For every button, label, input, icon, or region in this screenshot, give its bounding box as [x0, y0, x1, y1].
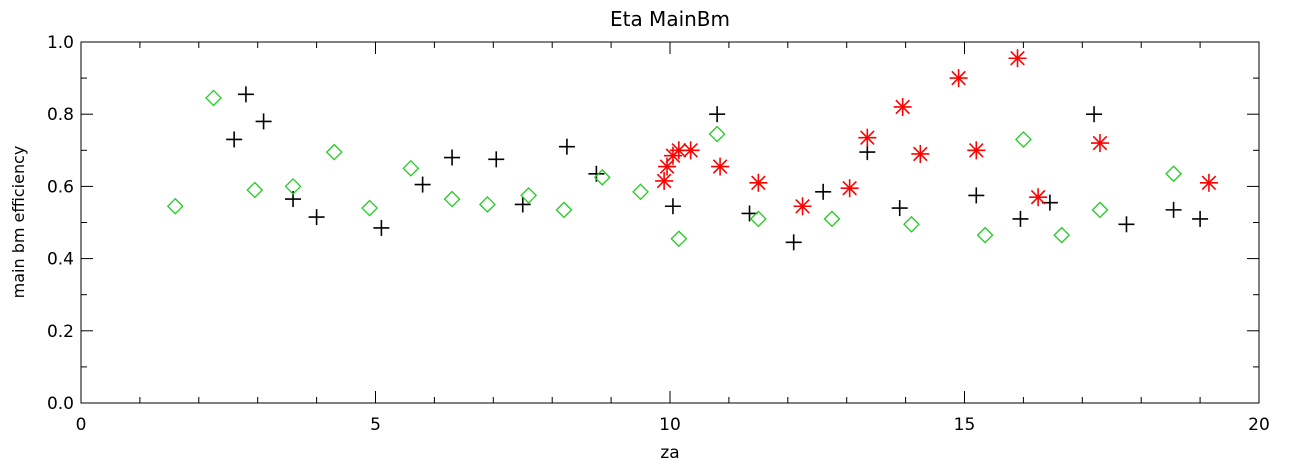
asterisk-marker — [858, 128, 877, 147]
asterisk-marker — [1090, 134, 1109, 153]
plus-marker — [373, 219, 390, 236]
plus-marker — [664, 198, 681, 215]
diamond-marker — [402, 159, 420, 177]
asterisk-marker — [655, 171, 674, 190]
plus-marker — [741, 205, 758, 222]
diamond-marker — [284, 177, 302, 195]
plus-marker — [785, 234, 802, 251]
plus-marker — [968, 187, 985, 204]
diamond-marker — [166, 197, 184, 215]
axis-ticks — [80, 41, 1260, 404]
y-tick-label: 0.2 — [47, 322, 74, 342]
plus-marker — [414, 176, 431, 193]
plus-marker — [1165, 201, 1182, 218]
asterisk-marker — [681, 141, 700, 160]
y-tick-label: 0.8 — [47, 105, 74, 125]
asterisk-marker — [911, 144, 930, 163]
diamond-marker — [749, 210, 767, 228]
plus-marker — [859, 144, 876, 161]
y-tick-label: 1.0 — [47, 33, 74, 53]
asterisk-marker — [711, 157, 730, 176]
diamond-marker — [478, 196, 496, 213]
plus-marker — [1192, 210, 1209, 227]
plus-marker — [226, 131, 243, 148]
diamond-marker — [205, 89, 222, 107]
diamond-marker — [443, 190, 461, 208]
diamond-marker — [632, 183, 649, 201]
asterisk-marker — [1008, 49, 1027, 68]
asterisk-marker — [793, 197, 812, 216]
plus-marker — [1012, 210, 1029, 227]
plus-marker — [237, 86, 254, 103]
diamond-marker — [246, 181, 264, 199]
diamond-marker — [903, 215, 920, 233]
plus-marker — [709, 106, 726, 123]
diamond-marker — [593, 168, 611, 186]
tick-labels: 0 5 10 15 20 0.0 0.2 0.4 0.6 0.8 1.0 — [47, 33, 1270, 435]
plus-marker — [308, 209, 325, 226]
plus-marker — [255, 113, 272, 130]
asterisk-marker — [658, 157, 677, 176]
plus-marker — [514, 196, 531, 213]
plus-marker — [1118, 216, 1135, 233]
diamond-marker — [1053, 226, 1071, 244]
chart-title: Eta MainBm — [610, 7, 730, 31]
asterisk-marker — [949, 69, 968, 88]
diamond-marker — [1165, 165, 1183, 183]
diamond-marker — [670, 230, 688, 248]
diamond-marker — [1091, 201, 1109, 219]
diamond-marker — [976, 226, 994, 244]
diamond-marker — [555, 201, 573, 219]
y-tick-label: 0.4 — [47, 250, 74, 270]
asterisk-marker — [967, 141, 986, 160]
plus-marker — [444, 149, 461, 166]
x-tick-label: 10 — [659, 415, 681, 435]
plus-marker — [891, 200, 908, 217]
x-axis-label: za — [660, 443, 679, 463]
diamond-marker — [1014, 131, 1032, 148]
y-tick-label: 0.6 — [47, 177, 74, 197]
asterisk-marker — [1029, 188, 1048, 207]
diamond-marker — [708, 125, 726, 143]
x-tick-label: 5 — [370, 415, 381, 435]
diamond-marker — [361, 199, 379, 217]
diamond-marker — [823, 210, 841, 228]
asterisk-marker — [840, 179, 859, 198]
x-tick-label: 15 — [954, 415, 976, 435]
y-tick-label: 0.0 — [47, 394, 74, 414]
x-tick-label: 0 — [76, 415, 87, 435]
plus-marker — [815, 183, 832, 200]
plus-marker — [558, 138, 575, 155]
asterisk-marker — [749, 173, 768, 192]
y-axis-label: main bm efficiency — [9, 146, 28, 299]
asterisk-marker — [893, 97, 912, 116]
plus-marker — [1086, 106, 1103, 123]
plot-frame — [80, 41, 1260, 404]
diamond-marker — [325, 143, 343, 161]
x-tick-label: 20 — [1248, 415, 1270, 435]
plus-marker — [488, 151, 505, 168]
data-markers — [166, 49, 1218, 251]
asterisk-marker — [1199, 173, 1218, 192]
diamond-marker — [520, 187, 538, 204]
